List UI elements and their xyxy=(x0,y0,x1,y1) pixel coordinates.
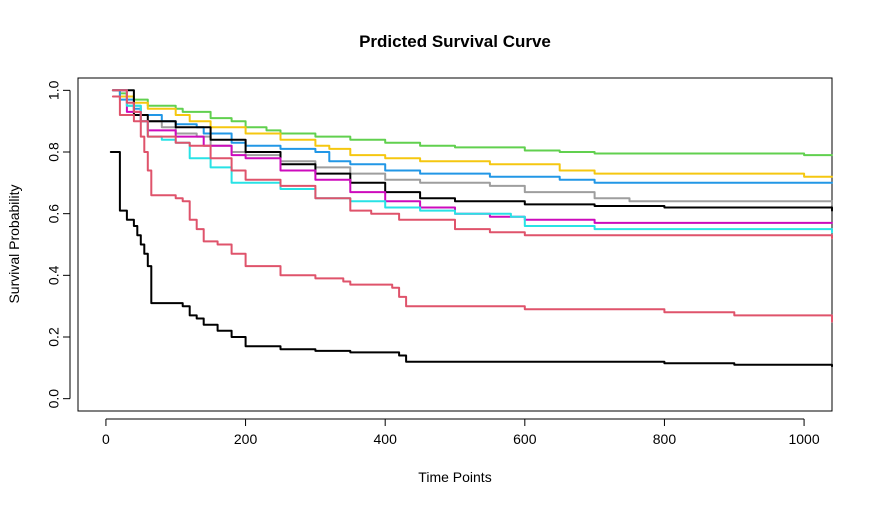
x-tick-label: 1000 xyxy=(788,431,819,447)
survival-curve-1 xyxy=(111,89,833,157)
survival-curve-6 xyxy=(111,89,833,224)
y-tick-label: 0.0 xyxy=(46,389,62,409)
survival-curve-10 xyxy=(109,151,833,368)
survival-curve-9 xyxy=(111,95,833,323)
y-tick-label: 0.4 xyxy=(46,265,62,285)
survival-curve-8 xyxy=(111,89,833,240)
y-axis-label: Survival Probability xyxy=(6,184,22,303)
survival-curve-4 xyxy=(111,89,833,206)
x-tick-label: 800 xyxy=(653,431,677,447)
y-tick-label: 0.2 xyxy=(46,327,62,347)
y-tick-label: 0.8 xyxy=(46,142,62,162)
x-axis: 0 200 400 600 800 1000 xyxy=(102,418,820,447)
x-tick-label: 600 xyxy=(513,431,537,447)
x-axis-label: Time Points xyxy=(418,469,491,485)
y-axis: 0.0 0.2 0.4 0.6 0.8 1.0 xyxy=(46,80,71,409)
y-tick-label: 1.0 xyxy=(46,80,62,100)
x-tick-label: 0 xyxy=(102,431,110,447)
chart-title: Prdicted Survival Curve xyxy=(359,32,551,51)
y-tick-label: 0.6 xyxy=(46,204,62,224)
plot-area xyxy=(77,77,833,412)
survival-curve-3 xyxy=(111,89,833,184)
series-layer xyxy=(109,89,833,368)
x-tick-label: 400 xyxy=(374,431,398,447)
survival-curve-2 xyxy=(111,89,833,178)
x-tick-label: 200 xyxy=(234,431,258,447)
survival-curve-5 xyxy=(111,89,833,212)
